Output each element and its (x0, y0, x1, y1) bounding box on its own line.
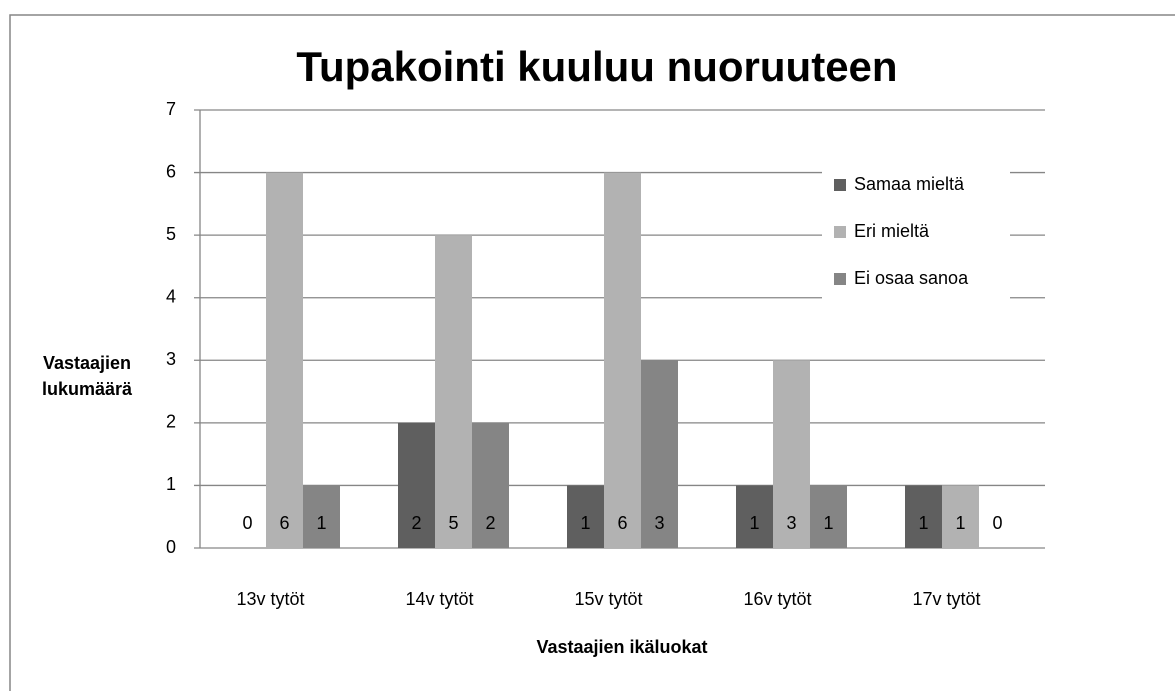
data-label: 1 (316, 513, 326, 533)
bar (303, 485, 340, 548)
legend-swatch (834, 273, 846, 285)
data-label: 2 (411, 513, 421, 533)
data-label: 5 (448, 513, 458, 533)
data-label: 1 (749, 513, 759, 533)
data-label: 3 (786, 513, 796, 533)
x-tick-label: 13v tytöt (236, 589, 304, 609)
chart-border (9, 14, 1175, 691)
data-label: 2 (485, 513, 495, 533)
legend-box (822, 165, 1010, 300)
bar (942, 485, 979, 548)
bar (435, 235, 472, 548)
data-label: 0 (242, 513, 252, 533)
bar (905, 485, 942, 548)
data-label: 0 (992, 513, 1002, 533)
y-tick-label: 7 (166, 99, 176, 119)
data-label: 1 (918, 513, 928, 533)
y-tick-label: 3 (166, 349, 176, 369)
y-tick-label: 1 (166, 474, 176, 494)
legend-label: Ei osaa sanoa (854, 268, 969, 288)
y-tick-label: 6 (166, 161, 176, 181)
bar (266, 172, 303, 549)
bar (567, 485, 604, 548)
bar (810, 485, 847, 548)
bar (398, 422, 435, 548)
x-tick-label: 16v tytöt (743, 589, 811, 609)
bar (641, 360, 678, 548)
data-label: 1 (955, 513, 965, 533)
bar (604, 172, 641, 549)
legend-label: Eri mieltä (854, 221, 930, 241)
x-axis-title: Vastaajien ikäluokat (536, 637, 707, 657)
legend-label: Samaa mieltä (854, 174, 965, 194)
y-tick-label: 4 (166, 286, 176, 306)
y-tick-label: 0 (166, 537, 176, 557)
legend-swatch (834, 226, 846, 238)
data-label: 3 (654, 513, 664, 533)
bar (773, 360, 810, 548)
x-tick-label: 15v tytöt (574, 589, 642, 609)
y-tick-label: 2 (166, 412, 176, 432)
y-tick-label: 5 (166, 224, 176, 244)
bar (736, 485, 773, 548)
data-label: 6 (617, 513, 627, 533)
data-label: 1 (823, 513, 833, 533)
x-tick-label: 14v tytöt (405, 589, 473, 609)
legend-swatch (834, 179, 846, 191)
y-axis-title: Vastaajien lukumäärä (41, 353, 133, 399)
data-label: 1 (580, 513, 590, 533)
data-label: 6 (279, 513, 289, 533)
chart-title: Tupakointi kuuluu nuoruuteen (296, 43, 897, 90)
bar (472, 422, 509, 548)
x-tick-label: 17v tytöt (912, 589, 980, 609)
